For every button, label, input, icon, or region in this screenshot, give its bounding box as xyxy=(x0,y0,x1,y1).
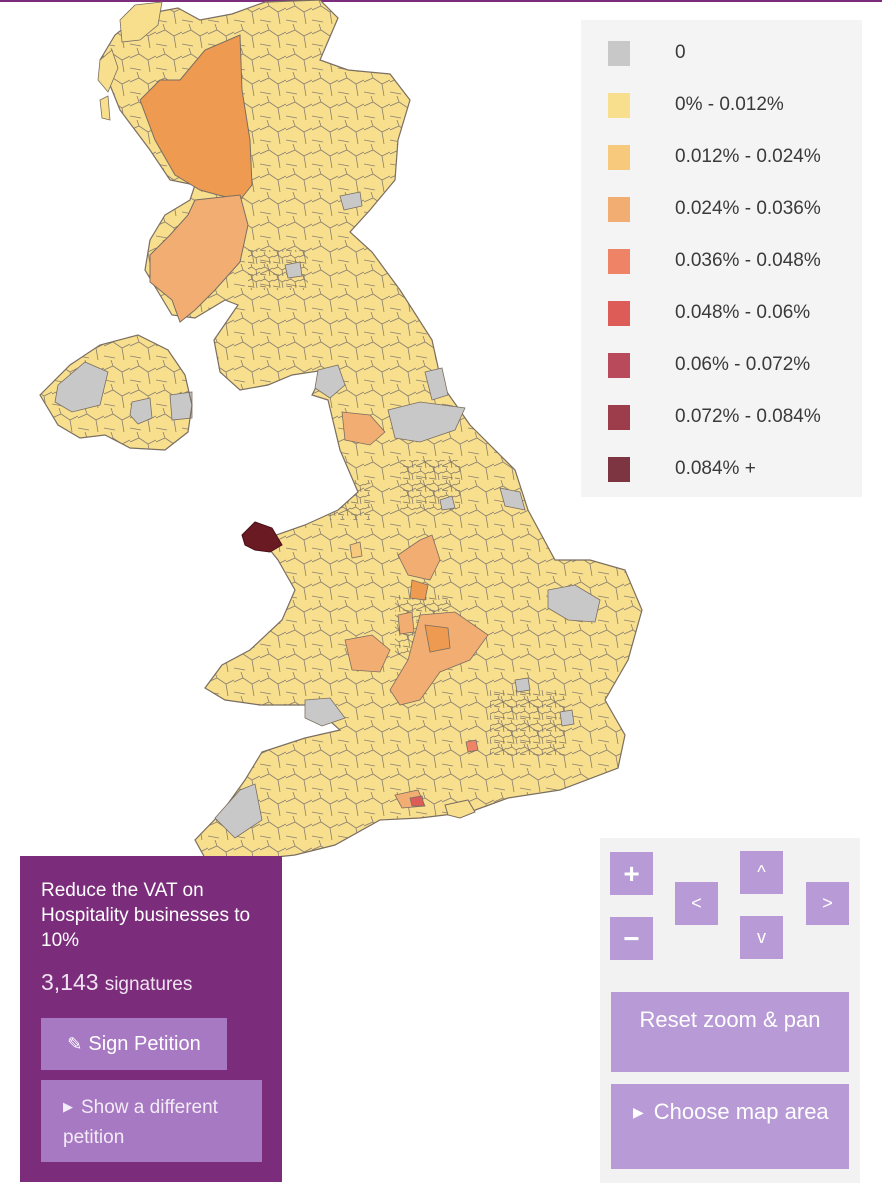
chevron-left-icon: < xyxy=(691,893,702,913)
zoom-out-button[interactable]: − xyxy=(610,917,653,960)
choose-map-area-label: Choose map area xyxy=(653,1099,829,1124)
sign-petition-label: Sign Petition xyxy=(88,1032,201,1055)
legend-swatch xyxy=(608,249,630,274)
show-different-petition-button[interactable]: ▶ Show a different petition xyxy=(41,1080,262,1162)
legend-item: 0% - 0.012% xyxy=(581,90,862,120)
legend-swatch xyxy=(608,197,630,222)
legend-swatch xyxy=(608,353,630,378)
map-controls: + − ^ < > v Reset zoom & pan ▶ Choose map… xyxy=(600,838,860,1183)
triangle-right-icon: ▶ xyxy=(633,1104,644,1120)
chevron-right-icon: > xyxy=(822,893,833,913)
legend-label: 0.036% - 0.048% xyxy=(675,250,821,271)
legend-swatch xyxy=(608,457,630,482)
isle-of-wight xyxy=(444,799,476,819)
show-different-petition-label: Show a different petition xyxy=(63,1097,218,1148)
legend-label: 0.012% - 0.024% xyxy=(675,146,821,167)
plus-icon: + xyxy=(623,857,640,889)
reset-zoom-pan-label: Reset zoom & pan xyxy=(639,1007,821,1032)
petition-panel: Reduce the VAT on Hospitality businesses… xyxy=(20,856,282,1182)
choose-map-area-button[interactable]: ▶ Choose map area xyxy=(611,1084,849,1169)
legend-label: 0.024% - 0.036% xyxy=(675,198,821,219)
legend-item: 0.024% - 0.036% xyxy=(581,194,862,224)
signature-count-value: 3,143 xyxy=(41,969,99,995)
pan-up-button[interactable]: ^ xyxy=(740,851,783,894)
legend-swatch xyxy=(608,93,630,118)
petition-title: Reduce the VAT on Hospitality businesses… xyxy=(41,880,251,951)
top-rule xyxy=(0,0,882,2)
pan-right-button[interactable]: > xyxy=(806,882,849,925)
legend-label: 0 xyxy=(675,42,686,63)
signature-count: 3,143 signatures xyxy=(41,969,192,998)
northern-ireland-land xyxy=(39,334,193,451)
zoom-in-button[interactable]: + xyxy=(610,852,653,895)
legend-label: 0.084% + xyxy=(675,458,756,479)
reset-zoom-pan-button[interactable]: Reset zoom & pan xyxy=(611,992,849,1072)
pan-down-button[interactable]: v xyxy=(740,916,783,959)
region-anglesey[interactable] xyxy=(241,521,283,553)
legend-item: 0.072% - 0.084% xyxy=(581,402,862,432)
legend-label: 0.048% - 0.06% xyxy=(675,302,811,323)
legend-swatch xyxy=(608,301,630,326)
pan-left-button[interactable]: < xyxy=(675,882,718,925)
legend-item: 0.036% - 0.048% xyxy=(581,246,862,276)
legend-item: 0.048% - 0.06% xyxy=(581,298,862,328)
chevron-up-icon: ^ xyxy=(757,862,766,882)
legend-label: 0.072% - 0.084% xyxy=(675,406,821,427)
minus-icon: − xyxy=(623,922,640,954)
legend-item: 0.084% + xyxy=(581,454,862,484)
legend-swatch xyxy=(608,145,630,170)
sign-petition-button[interactable]: ✎ Sign Petition xyxy=(41,1018,227,1070)
zero-signature-areas xyxy=(214,191,601,839)
higher-rate-areas[interactable] xyxy=(341,411,489,809)
legend-label: 0% - 0.012% xyxy=(675,94,784,115)
legend-item: 0.06% - 0.072% xyxy=(581,350,862,380)
chevron-down-icon: v xyxy=(757,927,766,947)
legend-swatch xyxy=(608,405,630,430)
pencil-icon: ✎ xyxy=(67,1033,83,1054)
northern-isles xyxy=(97,1,163,121)
region-argyll[interactable] xyxy=(149,194,249,323)
signature-count-unit: signatures xyxy=(104,974,193,995)
legend-item: 0.012% - 0.024% xyxy=(581,142,862,172)
legend-swatch xyxy=(608,41,630,66)
legend-item: 0 xyxy=(581,38,862,68)
legend-label: 0.06% - 0.072% xyxy=(675,354,811,375)
triangle-right-icon: ▶ xyxy=(63,1099,73,1114)
map-legend: 0 0% - 0.012% 0.012% - 0.024% 0.024% - 0… xyxy=(581,20,862,497)
